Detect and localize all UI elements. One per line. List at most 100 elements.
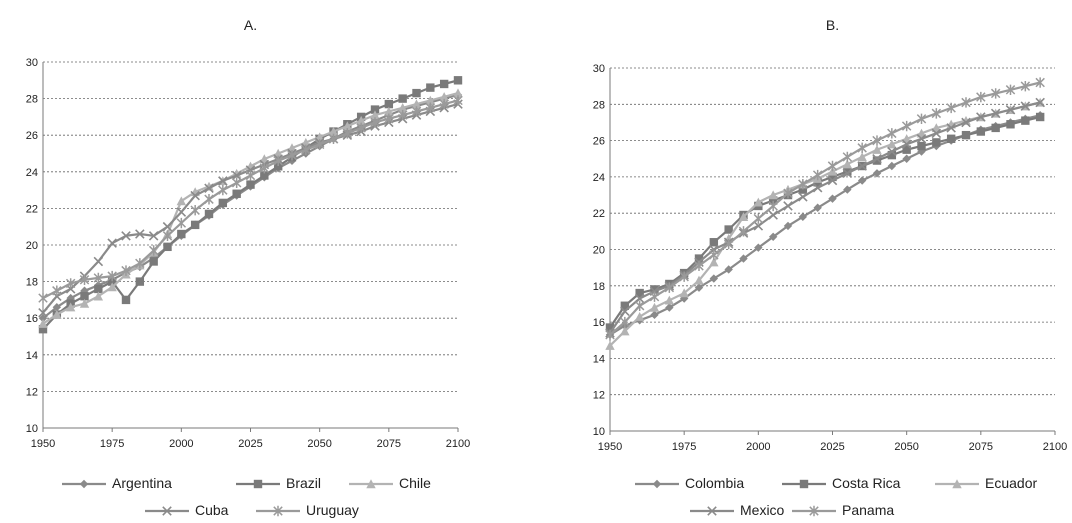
- legend-label: Chile: [399, 475, 431, 491]
- data-point: [946, 102, 956, 114]
- data-point: [453, 76, 463, 85]
- data-point: [384, 99, 394, 109]
- data-point: [1020, 101, 1031, 111]
- data-point: [738, 226, 749, 237]
- data-point: [425, 102, 436, 113]
- data-point: [827, 160, 838, 172]
- legend-item: Argentina: [62, 475, 172, 491]
- data-point: [709, 249, 719, 261]
- data-point: [190, 205, 200, 216]
- data-point: [148, 245, 159, 256]
- data-point: [384, 106, 394, 116]
- data-point: [38, 318, 48, 328]
- data-point: [605, 329, 615, 341]
- data-point: [665, 303, 674, 312]
- legend-item: Mexico: [690, 502, 785, 518]
- data-point: [176, 196, 187, 206]
- data-point: [887, 150, 897, 160]
- y-tick-label: 16: [26, 313, 38, 325]
- data-point: [990, 108, 1001, 119]
- data-point: [356, 122, 366, 134]
- legend-label: Cuba: [195, 502, 229, 518]
- data-point: [287, 143, 297, 153]
- legend-marker: [652, 479, 662, 489]
- data-point: [649, 302, 660, 312]
- data-point: [231, 177, 242, 188]
- data-point: [768, 200, 778, 212]
- data-point: [798, 178, 808, 190]
- data-point: [828, 172, 837, 182]
- data-point: [439, 79, 449, 89]
- data-point: [107, 270, 117, 282]
- data-point: [857, 176, 867, 185]
- data-point: [753, 221, 764, 231]
- series-line: [609, 101, 1041, 347]
- data-point: [38, 324, 48, 334]
- data-point: [783, 201, 793, 211]
- data-point: [843, 167, 852, 176]
- data-point: [301, 137, 311, 147]
- data-point: [813, 203, 822, 212]
- data-point: [218, 198, 228, 208]
- legend-marker: [707, 506, 717, 516]
- y-tick-label: 12: [593, 390, 605, 402]
- legend-marker: [273, 505, 283, 517]
- data-point: [857, 161, 867, 171]
- data-point: [301, 144, 311, 156]
- y-tick-label: 20: [26, 240, 38, 252]
- y-tick-label: 18: [593, 281, 605, 293]
- data-point: [384, 113, 394, 124]
- data-point: [901, 120, 912, 132]
- x-tick-label: 1950: [31, 438, 55, 450]
- data-point: [872, 169, 882, 178]
- x-tick-label: 2075: [969, 441, 993, 453]
- data-point: [38, 307, 48, 318]
- data-point: [370, 117, 380, 128]
- data-point: [768, 196, 778, 205]
- data-point: [901, 139, 912, 149]
- data-point: [887, 139, 897, 149]
- data-point: [273, 148, 283, 158]
- y-tick-label: 14: [26, 350, 38, 362]
- legend-label: Uruguay: [306, 502, 359, 518]
- data-point: [605, 340, 615, 350]
- legend-marker: [162, 506, 172, 516]
- y-tick-label: 30: [593, 63, 605, 75]
- data-point: [190, 220, 200, 230]
- chart-panel-b: B. 10 12 14 16 18 20 22 24 26 28 30 1950 1975 2000 2025…: [593, 17, 1067, 518]
- data-point: [38, 292, 48, 304]
- legend-item: Costa Rica: [782, 475, 901, 491]
- y-tick-label: 28: [26, 94, 38, 106]
- y-tick-label: 10: [26, 423, 38, 435]
- data-point: [162, 230, 173, 242]
- data-point: [204, 194, 214, 205]
- data-point: [177, 229, 186, 239]
- y-tick-label: 26: [26, 130, 38, 142]
- legend: Argentina Brazil Chile Cuba Uruguay: [62, 475, 431, 518]
- y-tick-label: 16: [593, 317, 605, 329]
- data-point: [162, 221, 173, 232]
- data-point: [842, 159, 853, 169]
- data-point: [397, 103, 408, 112]
- legend-marker: [809, 505, 819, 517]
- data-point: [107, 282, 117, 292]
- data-point: [79, 298, 90, 308]
- x-tick-label: 1950: [598, 441, 622, 453]
- data-point: [887, 146, 897, 157]
- y-tick-label: 14: [593, 353, 605, 365]
- data-point: [65, 278, 76, 289]
- data-point: [135, 258, 145, 269]
- data-point: [827, 175, 838, 186]
- y-tick-label: 10: [593, 426, 605, 438]
- data-point: [1020, 80, 1031, 92]
- data-point: [634, 293, 645, 304]
- x-tick-label: 2025: [820, 441, 844, 453]
- data-point: [218, 184, 228, 196]
- data-point: [694, 260, 704, 272]
- legend-label: Colombia: [685, 475, 744, 491]
- data-point: [768, 190, 778, 200]
- legend-label: Brazil: [286, 475, 321, 491]
- data-point: [121, 265, 131, 276]
- legend-item: Brazil: [236, 475, 321, 491]
